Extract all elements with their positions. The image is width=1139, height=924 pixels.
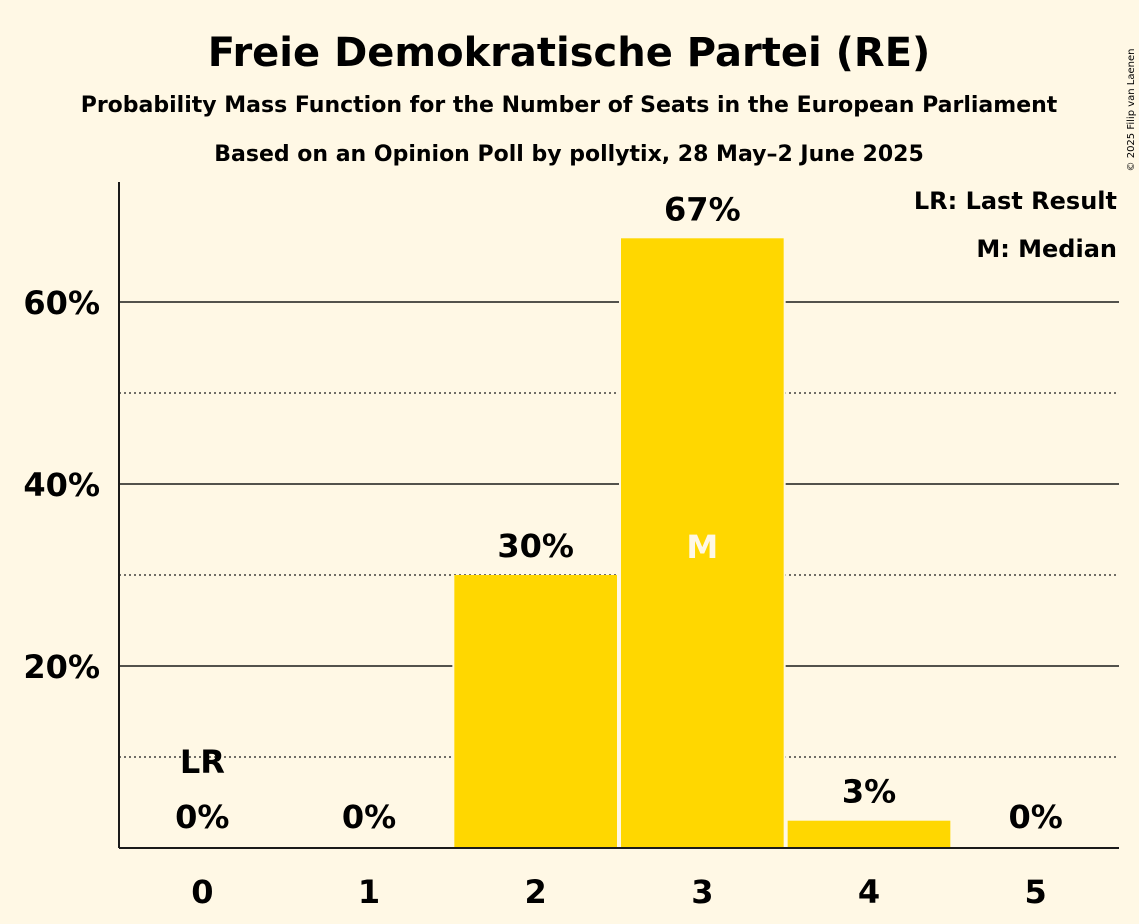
data-labels: 0% 0% 30% 67% 3% 0% LR M xyxy=(175,190,1063,836)
bar xyxy=(787,820,951,848)
value-label: 3% xyxy=(842,773,896,811)
value-label: 67% xyxy=(664,190,741,228)
value-label: 0% xyxy=(175,798,229,836)
bar xyxy=(621,238,784,849)
x-tick-label: 0 xyxy=(191,873,213,911)
value-label: 0% xyxy=(342,798,396,836)
axes: 20% 40% 60% 0 1 2 3 4 5 xyxy=(23,182,1119,911)
x-tick-label: 4 xyxy=(858,873,880,911)
legend-last-result: LR: Last Result xyxy=(914,187,1117,215)
x-tick-label: 5 xyxy=(1025,873,1047,911)
bar xyxy=(454,575,617,848)
chart-title: Freie Demokratische Partei (RE) xyxy=(208,30,931,76)
legend-median: M: Median xyxy=(976,235,1117,263)
x-tick-label: 1 xyxy=(358,873,380,911)
median-marker: M xyxy=(686,528,718,566)
y-tick-label: 40% xyxy=(23,466,100,504)
copyright-note: © 2025 Filip van Laenen xyxy=(1126,49,1137,172)
x-tick-label: 3 xyxy=(691,873,713,911)
bars xyxy=(452,238,953,849)
value-label: 30% xyxy=(497,527,574,565)
y-tick-label: 20% xyxy=(23,648,100,686)
value-label: 0% xyxy=(1009,798,1063,836)
x-tick-label: 2 xyxy=(525,873,547,911)
chart-subtitle: Probability Mass Function for the Number… xyxy=(81,93,1058,118)
chart-source: Based on an Opinion Poll by pollytix, 28… xyxy=(214,142,924,167)
y-tick-label: 60% xyxy=(23,284,100,322)
last-result-marker: LR xyxy=(180,743,225,781)
